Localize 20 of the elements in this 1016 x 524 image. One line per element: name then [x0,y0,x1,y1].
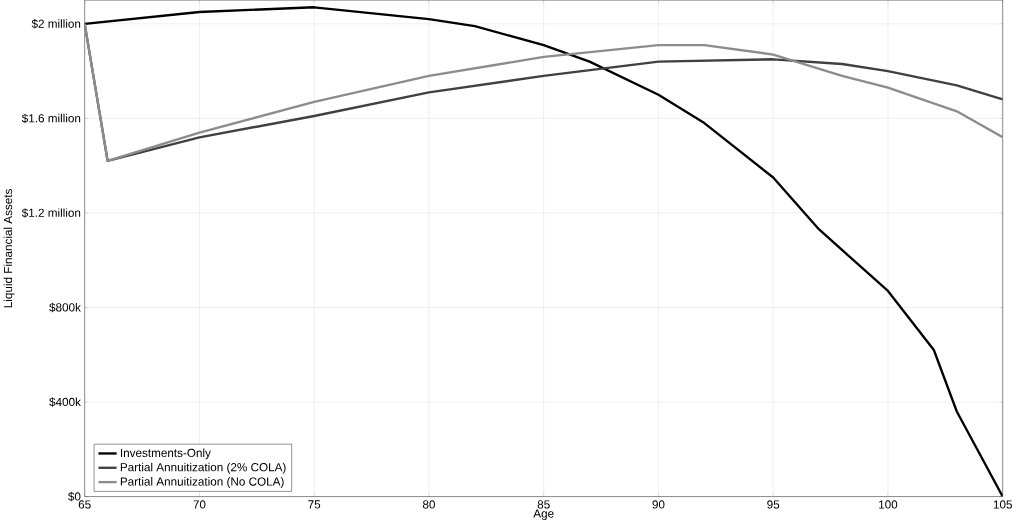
x-tick-label: 80 [422,500,435,509]
x-tick-label: 100 [879,500,898,509]
x-tick-label: 65 [78,500,91,509]
y-axis-title: Liquid Financial Assets [3,189,15,308]
y-tick-label: $400k [49,397,81,407]
x-tick-label: 85 [537,500,550,509]
y-tick-label: $1.6 million [21,113,81,124]
y-tick-label: $2 million [31,19,81,29]
x-tick-label: 70 [193,500,206,509]
y-tick-label: $800k [49,302,81,313]
x-tick-label: 105 [993,500,1012,509]
legend-label: Partial Annuitization (No COLA) [120,477,284,489]
x-tick-label: 95 [767,500,780,509]
y-tick-label: $1.2 million [21,208,81,218]
x-tick-label: 90 [652,500,665,509]
x-tick-label: 75 [308,500,321,509]
legend-label: Partial Annuitization (2% COLA) [120,462,286,474]
legend-label: Investments-Only [120,448,211,460]
x-axis-title: Age [533,509,554,521]
y-tick-label: $0 [68,492,81,502]
